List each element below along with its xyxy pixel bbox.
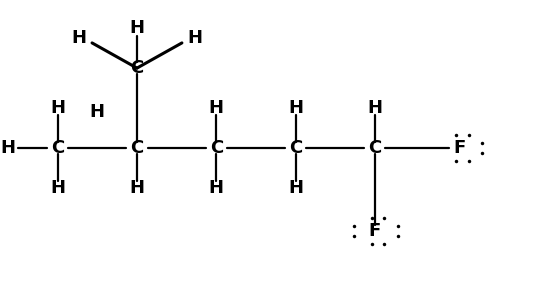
- Text: H: H: [50, 99, 65, 117]
- Text: C: C: [210, 139, 223, 157]
- Text: F: F: [453, 139, 465, 157]
- Text: H: H: [71, 29, 86, 46]
- Text: H: H: [130, 179, 145, 197]
- Text: C: C: [368, 139, 382, 157]
- Text: F: F: [369, 222, 381, 240]
- Text: H: H: [90, 104, 105, 121]
- Text: H: H: [209, 99, 224, 117]
- Text: H: H: [50, 179, 65, 197]
- Text: H: H: [130, 19, 145, 37]
- Text: C: C: [51, 139, 64, 157]
- Text: C: C: [289, 139, 302, 157]
- Text: H: H: [288, 99, 303, 117]
- Text: C: C: [130, 59, 144, 77]
- Text: H: H: [188, 29, 203, 46]
- Text: H: H: [288, 179, 303, 197]
- Text: H: H: [367, 99, 382, 117]
- Text: C: C: [130, 139, 144, 157]
- Text: H: H: [0, 139, 15, 157]
- Text: H: H: [209, 179, 224, 197]
